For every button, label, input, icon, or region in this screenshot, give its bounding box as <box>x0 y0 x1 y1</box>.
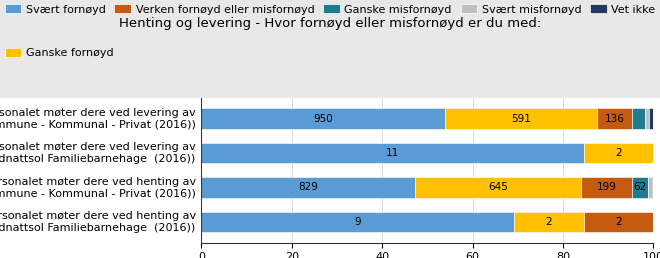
Bar <box>649 108 653 129</box>
Text: 136: 136 <box>605 114 624 124</box>
Bar <box>652 177 653 198</box>
Text: 9: 9 <box>354 217 361 227</box>
Bar <box>201 143 584 163</box>
Bar <box>445 108 597 129</box>
Text: 11: 11 <box>386 148 399 158</box>
Bar <box>584 212 653 232</box>
Bar <box>414 177 581 198</box>
Text: 829: 829 <box>298 182 318 192</box>
Bar <box>201 108 445 129</box>
Legend: Ganske fornøyd: Ganske fornøyd <box>0 43 117 62</box>
Bar <box>201 177 414 198</box>
Text: 2: 2 <box>615 217 622 227</box>
Bar <box>648 177 652 198</box>
Text: 645: 645 <box>488 182 508 192</box>
Bar <box>632 177 648 198</box>
Bar <box>581 177 632 198</box>
Text: 199: 199 <box>597 182 616 192</box>
Text: 950: 950 <box>314 114 333 124</box>
Bar <box>632 108 645 129</box>
Bar <box>201 212 514 232</box>
Bar <box>645 108 649 129</box>
Text: 62: 62 <box>634 182 647 192</box>
Bar <box>584 143 653 163</box>
Text: 2: 2 <box>615 148 622 158</box>
Bar <box>597 108 632 129</box>
Text: 2: 2 <box>546 217 552 227</box>
Text: 591: 591 <box>511 114 531 124</box>
Text: Henting og levering - Hvor fornøyd eller misfornøyd er du med:: Henting og levering - Hvor fornøyd eller… <box>119 17 541 30</box>
Bar <box>514 212 584 232</box>
